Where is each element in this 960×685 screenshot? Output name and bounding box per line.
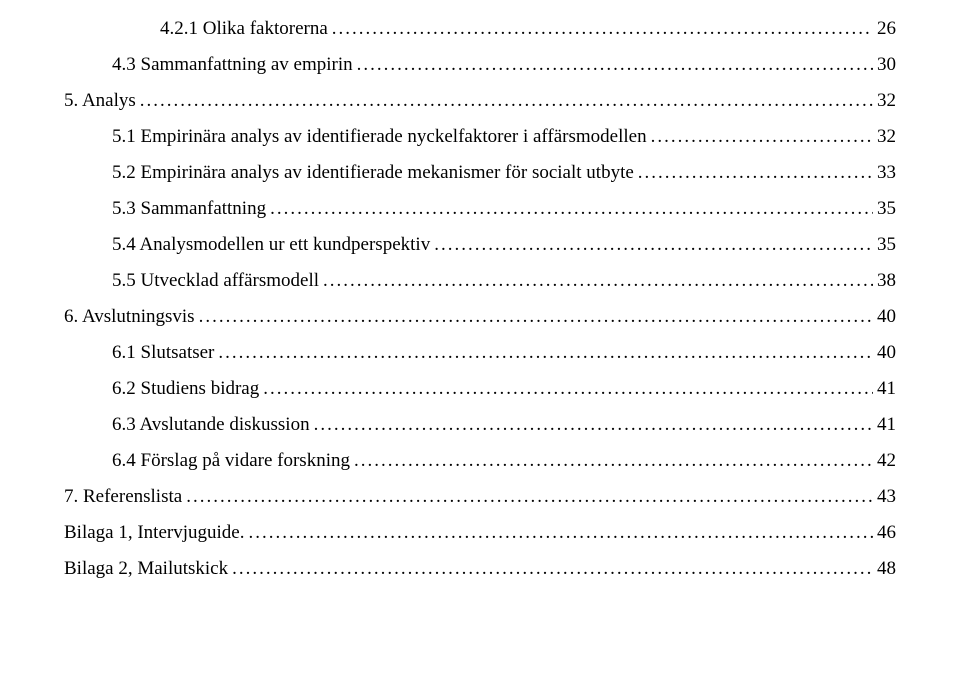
- toc-leader: [332, 18, 873, 40]
- toc-entry: Bilaga 1, Intervjuguide. 46: [64, 522, 896, 544]
- toc-entry: 5.5 Utvecklad affärsmodell 38: [64, 270, 896, 292]
- toc-page-number: 40: [877, 342, 896, 364]
- toc-label: 6.4 Förslag på vidare forskning: [112, 450, 350, 472]
- toc-label: Bilaga 2, Mailutskick: [64, 558, 228, 580]
- toc-leader: [323, 270, 873, 292]
- toc-label: 4.3 Sammanfattning av empirin: [112, 54, 353, 76]
- toc-entry: 5.3 Sammanfattning 35: [64, 198, 896, 220]
- toc-label: Bilaga 1, Intervjuguide.: [64, 522, 244, 544]
- toc-page: 4.2.1 Olika faktorerna 26 4.3 Sammanfatt…: [0, 0, 960, 580]
- toc-page-number: 30: [877, 54, 896, 76]
- toc-leader: [232, 558, 873, 580]
- toc-label: 5.3 Sammanfattning: [112, 198, 266, 220]
- toc-page-number: 40: [877, 306, 896, 328]
- toc-leader: [270, 198, 873, 220]
- toc-page-number: 32: [877, 126, 896, 148]
- toc-entry: 5.2 Empirinära analys av identifierade m…: [64, 162, 896, 184]
- toc-entry: 4.2.1 Olika faktorerna 26: [64, 18, 896, 40]
- toc-page-number: 41: [877, 378, 896, 400]
- toc-entry: 6. Avslutningsvis 40: [64, 306, 896, 328]
- toc-leader: [651, 126, 873, 148]
- toc-label: 5.1 Empirinära analys av identifierade n…: [112, 126, 647, 148]
- toc-page-number: 43: [877, 486, 896, 508]
- toc-entry: 5.1 Empirinära analys av identifierade n…: [64, 126, 896, 148]
- toc-leader: [140, 90, 873, 112]
- toc-entry: 6.1 Slutsatser 40: [64, 342, 896, 364]
- toc-label: 5.2 Empirinära analys av identifierade m…: [112, 162, 634, 184]
- toc-leader: [638, 162, 873, 184]
- toc-entry: 7. Referenslista 43: [64, 486, 896, 508]
- toc-label: 6.3 Avslutande diskussion: [112, 414, 310, 436]
- toc-page-number: 35: [877, 198, 896, 220]
- toc-entry: 6.3 Avslutande diskussion 41: [64, 414, 896, 436]
- toc-leader: [357, 54, 873, 76]
- toc-page-number: 26: [877, 18, 896, 40]
- toc-label: 5.4 Analysmodellen ur ett kundperspektiv: [112, 234, 430, 256]
- toc-leader: [434, 234, 873, 256]
- toc-leader: [263, 378, 873, 400]
- toc-label: 6.2 Studiens bidrag: [112, 378, 259, 400]
- toc-entry: 6.2 Studiens bidrag 41: [64, 378, 896, 400]
- toc-page-number: 32: [877, 90, 896, 112]
- toc-page-number: 46: [877, 522, 896, 544]
- toc-leader: [218, 342, 873, 364]
- toc-label: 6. Avslutningsvis: [64, 306, 195, 328]
- toc-entry: 5. Analys 32: [64, 90, 896, 112]
- toc-page-number: 42: [877, 450, 896, 472]
- toc-entry: 4.3 Sammanfattning av empirin 30: [64, 54, 896, 76]
- toc-leader: [186, 486, 873, 508]
- toc-page-number: 41: [877, 414, 896, 436]
- toc-leader: [199, 306, 873, 328]
- toc-leader: [248, 522, 873, 544]
- toc-label: 7. Referenslista: [64, 486, 182, 508]
- toc-leader: [354, 450, 873, 472]
- toc-page-number: 38: [877, 270, 896, 292]
- toc-entry: Bilaga 2, Mailutskick 48: [64, 558, 896, 580]
- toc-entry: 6.4 Förslag på vidare forskning 42: [64, 450, 896, 472]
- toc-label: 5. Analys: [64, 90, 136, 112]
- toc-label: 4.2.1 Olika faktorerna: [160, 18, 328, 40]
- toc-page-number: 35: [877, 234, 896, 256]
- toc-page-number: 33: [877, 162, 896, 184]
- toc-label: 5.5 Utvecklad affärsmodell: [112, 270, 319, 292]
- toc-entry: 5.4 Analysmodellen ur ett kundperspektiv…: [64, 234, 896, 256]
- toc-label: 6.1 Slutsatser: [112, 342, 214, 364]
- toc-page-number: 48: [877, 558, 896, 580]
- toc-leader: [314, 414, 873, 436]
